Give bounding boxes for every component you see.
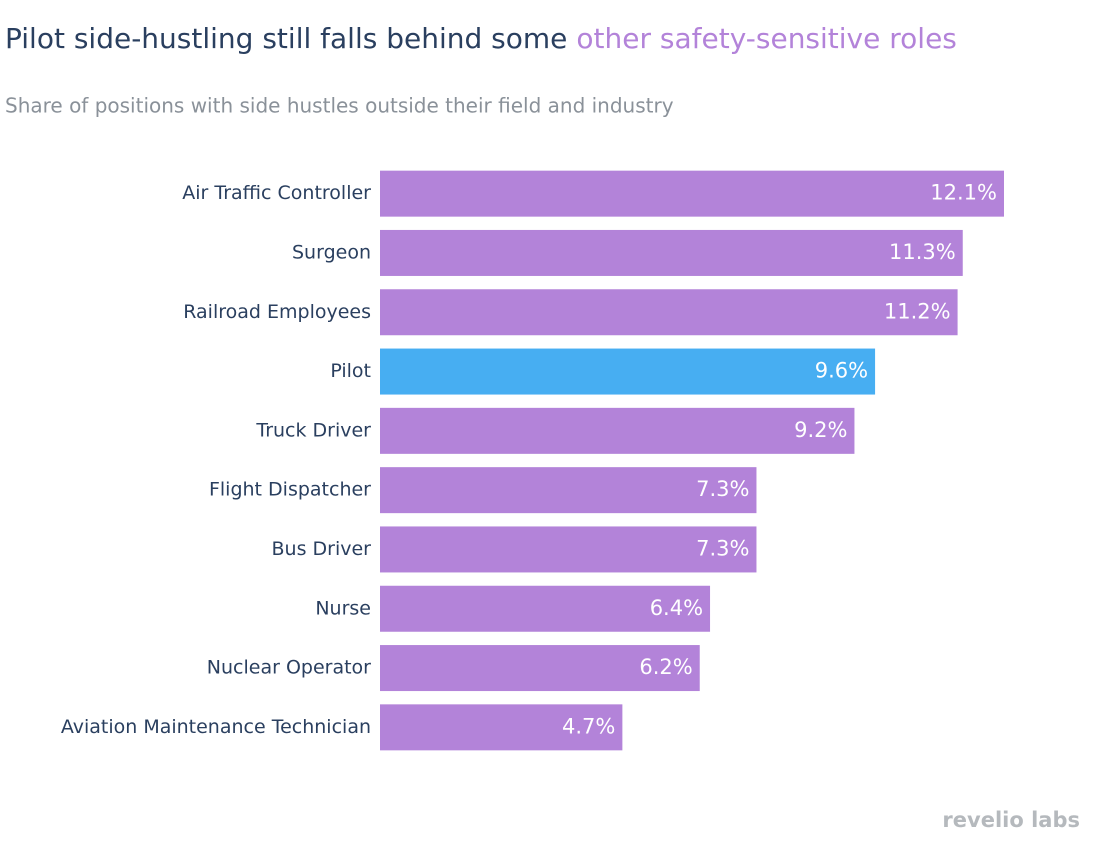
title-highlight: other safety-sensitive roles bbox=[576, 22, 957, 55]
value-label: 6.2% bbox=[639, 655, 692, 679]
value-label: 7.3% bbox=[696, 536, 749, 560]
value-label: 4.7% bbox=[562, 714, 615, 738]
y-tick-label: Air Traffic Controller bbox=[182, 182, 371, 204]
bar bbox=[380, 526, 757, 573]
y-tick-label: Flight Dispatcher bbox=[209, 479, 371, 501]
chart-subtitle: Share of positions with side hustles out… bbox=[5, 94, 674, 118]
bar bbox=[380, 407, 855, 454]
y-tick-label: Nuclear Operator bbox=[207, 657, 371, 679]
bar bbox=[380, 467, 757, 514]
y-tick-label: Truck Driver bbox=[255, 419, 371, 441]
bar bbox=[380, 229, 963, 276]
bar bbox=[380, 585, 711, 632]
bar bbox=[380, 704, 623, 751]
value-label: 9.2% bbox=[794, 418, 847, 442]
y-tick-label: Surgeon bbox=[292, 241, 371, 263]
y-tick-label: Aviation Maintenance Technician bbox=[61, 716, 371, 738]
bar bbox=[380, 170, 1004, 217]
y-tick-label: Nurse bbox=[315, 597, 371, 619]
value-label: 11.2% bbox=[884, 299, 951, 323]
bar bbox=[380, 289, 958, 336]
bar bbox=[380, 645, 700, 692]
value-label: 7.3% bbox=[696, 477, 749, 501]
value-label: 9.6% bbox=[815, 359, 868, 383]
value-label: 11.3% bbox=[889, 240, 956, 264]
bar bbox=[380, 348, 876, 395]
value-label: 12.1% bbox=[930, 181, 997, 205]
value-label: 6.4% bbox=[650, 596, 703, 620]
title-part: Pilot side-hustling still falls behind s… bbox=[5, 22, 567, 55]
y-tick-label: Railroad Employees bbox=[183, 301, 371, 323]
y-tick-label: Bus Driver bbox=[272, 538, 372, 560]
logo: revelio labs bbox=[942, 808, 1080, 832]
y-tick-label: Pilot bbox=[330, 360, 371, 382]
chart-title: Pilot side-hustling still falls behind s… bbox=[5, 22, 957, 55]
